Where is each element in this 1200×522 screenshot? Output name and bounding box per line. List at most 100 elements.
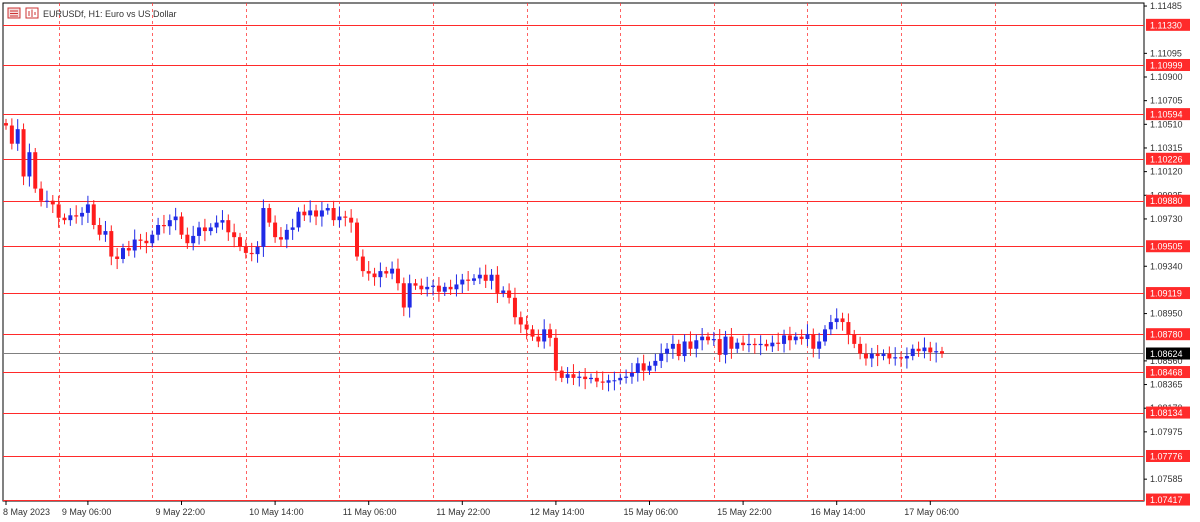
candle-body (156, 225, 161, 235)
current-price-badge (1146, 347, 1190, 360)
candle-body (15, 129, 20, 144)
candle-body (325, 208, 330, 211)
candle-body (811, 334, 816, 349)
level-price-label: 1.10999 (1150, 60, 1183, 70)
candle-body (85, 204, 90, 213)
candle-body (565, 374, 570, 378)
x-tick-label: 11 May 06:00 (343, 507, 397, 517)
y-tick-label: 1.08950 (1150, 309, 1183, 319)
candle-body (278, 237, 283, 240)
candle-body (735, 342, 740, 349)
plot-frame (2, 2, 1145, 502)
level-price-label: 1.11330 (1150, 20, 1182, 30)
candle-body (232, 232, 237, 238)
candle-body (659, 353, 664, 361)
level-price-badge (1146, 240, 1190, 253)
candle-body (284, 229, 289, 240)
candle-body (688, 341, 693, 349)
candle-body (501, 290, 506, 293)
candle-body (612, 380, 617, 382)
candle-body (758, 343, 763, 346)
candle-body (542, 329, 547, 342)
candle-body (618, 377, 623, 381)
candle-body (799, 336, 804, 340)
candle-body (97, 225, 102, 235)
x-tick-label: 16 May 14:00 (811, 507, 866, 517)
level-price-label: 1.10594 (1150, 110, 1183, 120)
y-tick-label: 1.10510 (1150, 119, 1183, 129)
candle-body (460, 279, 465, 285)
x-tick-label: 8 May 2023 (3, 507, 50, 517)
candle-body (881, 353, 886, 357)
y-tick-label: 1.08365 (1150, 380, 1183, 390)
y-tick-label: 1.10705 (1150, 96, 1183, 106)
candle-body (752, 343, 757, 346)
candle-body (606, 380, 611, 383)
chart-settings-icon[interactable] (25, 7, 39, 19)
candle-body (524, 324, 529, 330)
candle-body (56, 204, 61, 218)
candle-body (407, 283, 412, 308)
candle-body (934, 351, 939, 353)
y-tick-label: 1.09340 (1150, 261, 1183, 271)
candle-body (208, 227, 213, 232)
candle-body (431, 285, 436, 287)
candle-body (442, 286, 447, 292)
candle-body (805, 334, 810, 340)
x-tick-label: 9 May 06:00 (62, 507, 112, 517)
candle-body (173, 216, 178, 221)
candle-body (261, 208, 266, 247)
candle-body (80, 212, 85, 217)
candle-body (197, 227, 202, 236)
candle-body (343, 216, 348, 218)
candle-body (694, 340, 699, 349)
candle-body (419, 285, 424, 290)
level-price-label: 1.08780 (1150, 330, 1183, 340)
candle-body (349, 217, 354, 223)
candle-body (840, 318, 845, 323)
candle-body (314, 210, 319, 217)
candle-body (454, 284, 459, 290)
candle-body (869, 353, 874, 359)
candle-body (858, 343, 863, 354)
candle-body (776, 342, 781, 344)
candle-body (33, 152, 38, 189)
level-price-badge (1146, 58, 1190, 71)
level-price-badge (1146, 493, 1190, 506)
candle-body (729, 336, 734, 349)
candle-body (893, 357, 898, 359)
candle-body (202, 227, 207, 232)
candle-body (600, 381, 605, 383)
candle-body (770, 342, 775, 347)
candle-body (466, 279, 471, 281)
candle-body (834, 318, 839, 323)
candle-body (782, 335, 787, 344)
candle-body (255, 246, 260, 255)
candle-body (904, 356, 909, 359)
x-tick-label: 9 May 22:00 (156, 507, 206, 517)
candle-body (27, 152, 32, 177)
y-tick-label: 1.09730 (1150, 214, 1183, 224)
level-price-badge (1146, 449, 1190, 462)
level-price-label: 1.08468 (1150, 368, 1183, 378)
chart-menu-icon[interactable] (7, 7, 21, 19)
candle-body (922, 347, 927, 352)
candle-body (126, 248, 131, 251)
candle-body (167, 220, 172, 227)
candle-body (536, 336, 541, 342)
candle-body (161, 225, 166, 227)
candle-body (267, 208, 272, 223)
x-tick-label: 15 May 06:00 (624, 507, 679, 517)
candle-body (863, 353, 868, 359)
candle-body (9, 125, 14, 144)
candle-body (571, 374, 576, 378)
candle-body (635, 363, 640, 374)
candle-body (337, 216, 342, 221)
candle-body (290, 227, 295, 230)
candle-body (472, 278, 476, 281)
candle-body (273, 222, 278, 238)
level-price-badge (1146, 366, 1190, 379)
candle-body (717, 339, 722, 355)
